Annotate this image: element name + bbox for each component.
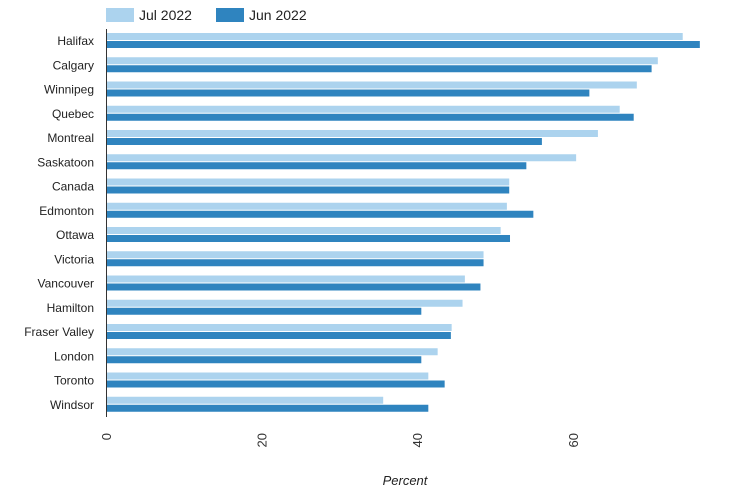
bar-hamilton-s1: [107, 299, 463, 307]
legend-swatch-1: [106, 8, 134, 22]
category-label: Hamilton: [47, 301, 94, 315]
bar-fraser-valley-s2: [107, 332, 451, 339]
bar-calgary-s2: [107, 65, 652, 73]
category-label: Winnipeg: [44, 83, 94, 97]
bar-hamilton-s2: [107, 307, 422, 315]
bar-edmonton-s2: [107, 210, 534, 218]
legend-label-1: Jul 2022: [139, 7, 192, 23]
bar-quebec-s1: [107, 105, 620, 113]
category-labels: Halifax Calgary Winnipeg Quebec Montreal Sask…: [24, 34, 94, 412]
legend-label-2: Jun 2022: [249, 7, 307, 23]
bar-montreal-s2: [107, 138, 542, 145]
bar-fraser-valley-s1: [107, 324, 452, 331]
bar-london-s2: [107, 356, 422, 364]
bars: [107, 33, 700, 412]
legend-swatch-2: [216, 8, 244, 22]
category-label: London: [54, 349, 94, 363]
bar-halifax-s1: [107, 33, 683, 40]
bar-edmonton-s1: [107, 202, 507, 210]
x-tick-label: 20: [255, 433, 270, 447]
x-tick-label: 40: [410, 433, 425, 447]
category-label: Saskatoon: [37, 155, 94, 169]
category-label: Calgary: [53, 58, 94, 72]
category-label: Toronto: [54, 374, 94, 388]
category-label: Fraser Valley: [24, 325, 94, 339]
category-label: Montreal: [47, 131, 94, 145]
bar-toronto-s1: [107, 372, 429, 380]
bar-saskatoon-s2: [107, 162, 527, 170]
category-label: Victoria: [54, 252, 94, 266]
category-label: Ottawa: [56, 228, 94, 242]
bar-canada-s2: [107, 186, 510, 194]
x-axis-title: Percent: [383, 473, 429, 488]
x-tick-label: 0: [99, 433, 114, 440]
category-label: Edmonton: [39, 204, 94, 218]
bar-halifax-s2: [107, 41, 700, 48]
bar-london-s1: [107, 348, 438, 356]
x-tick-label: 60: [566, 433, 581, 447]
category-label: Canada: [52, 180, 94, 194]
category-label: Halifax: [57, 34, 94, 48]
bar-ottawa-s1: [107, 227, 501, 234]
bar-saskatoon-s1: [107, 154, 577, 162]
bar-windsor-s1: [107, 396, 384, 404]
bar-victoria-s1: [107, 251, 484, 259]
bar-vancouver-s1: [107, 275, 465, 283]
category-label: Vancouver: [38, 277, 94, 291]
bar-winnipeg-s2: [107, 89, 590, 97]
bar-windsor-s2: [107, 404, 429, 412]
bar-montreal-s1: [107, 130, 598, 137]
legend: Jul 2022 Jun 2022: [106, 7, 307, 23]
category-label: Quebec: [52, 107, 94, 121]
x-tick-labels: 0 20 40 60: [99, 433, 581, 447]
bar-quebec-s2: [107, 113, 634, 121]
bar-ottawa-s2: [107, 235, 511, 242]
bar-toronto-s2: [107, 380, 445, 388]
bar-calgary-s1: [107, 57, 658, 65]
category-label: Windsor: [50, 398, 94, 412]
bar-winnipeg-s1: [107, 81, 637, 89]
bar-victoria-s2: [107, 259, 484, 267]
bar-canada-s1: [107, 178, 510, 186]
bar-vancouver-s2: [107, 283, 481, 291]
